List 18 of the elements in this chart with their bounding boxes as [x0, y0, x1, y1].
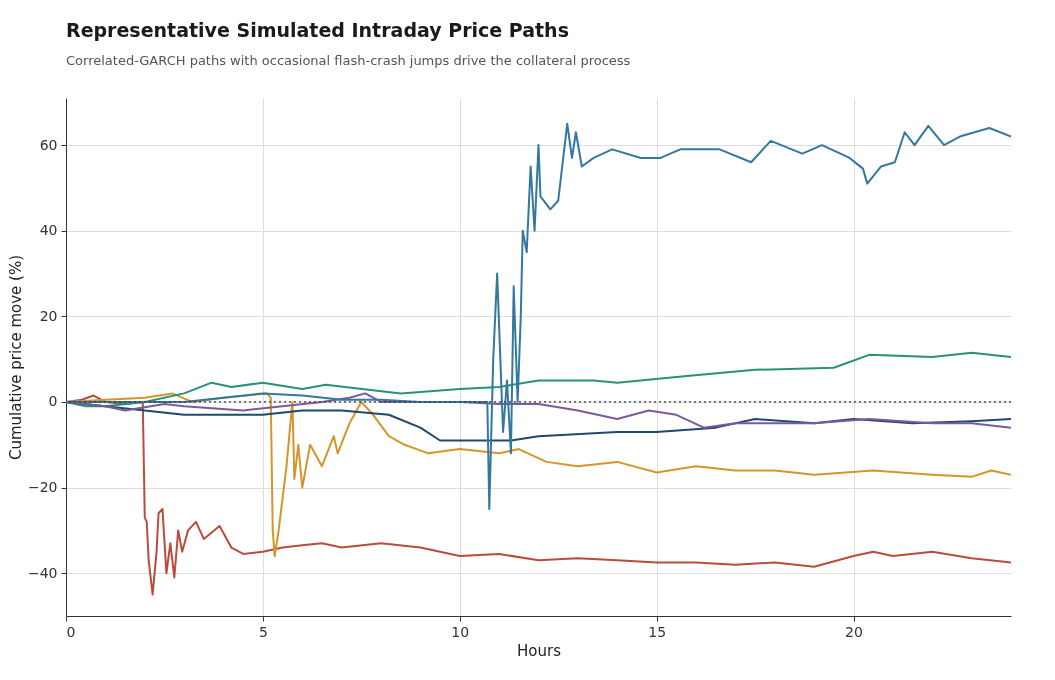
y-tick-label: 0 [48, 393, 58, 410]
line-series [66, 351, 1011, 408]
chart-subtitle: Correlated-GARCH paths with occasional flash-crash jumps drive the collateral process [66, 53, 631, 68]
x-tick-label: 20 [845, 623, 863, 640]
y-tick-label: −40 [27, 564, 58, 581]
y-tick-label: 40 [39, 222, 58, 239]
x-tick-label: 10 [451, 623, 470, 640]
y-tick-label: 20 [39, 307, 58, 324]
x-tick-label: 0 [66, 623, 76, 640]
y-tick-label: 60 [39, 136, 58, 153]
line-series [66, 122, 1011, 510]
x-tick-label: 15 [648, 623, 667, 640]
chart-title: Representative Simulated Intraday Price Paths [66, 19, 569, 41]
x-axis-title: Hours [517, 641, 562, 660]
line-series [66, 394, 1011, 596]
y-axis-title: Cumulative price move (%) [6, 254, 25, 461]
x-tick-label: 5 [258, 623, 268, 640]
y-tick-label: −20 [27, 479, 58, 496]
